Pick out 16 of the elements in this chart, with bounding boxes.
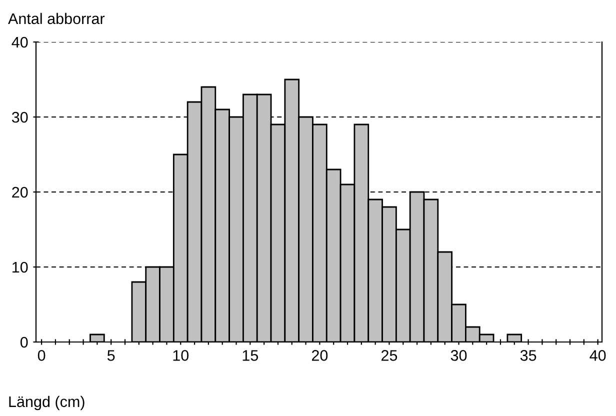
- y-tick-label: 30: [12, 112, 28, 123]
- y-tick-label: 20: [12, 186, 28, 198]
- x-axis-title: Längd (cm): [9, 396, 84, 410]
- x-tick-label: 10: [173, 350, 189, 361]
- x-tick-label: 0: [38, 350, 46, 361]
- y-tick-label: 0: [20, 336, 28, 348]
- x-tick-label: 20: [312, 350, 328, 361]
- y-tick-label: 40: [12, 36, 28, 48]
- x-tick-label: 40: [590, 350, 606, 361]
- x-tick-label: 35: [520, 350, 536, 361]
- y-tick-label: 10: [12, 262, 28, 273]
- x-tick-label: 30: [450, 350, 467, 361]
- x-tick-label: 25: [382, 350, 398, 361]
- x-tick-label: 15: [242, 350, 258, 361]
- x-tick-label: 5: [107, 350, 115, 361]
- y-axis-title: Antal abborrar: [8, 12, 105, 24]
